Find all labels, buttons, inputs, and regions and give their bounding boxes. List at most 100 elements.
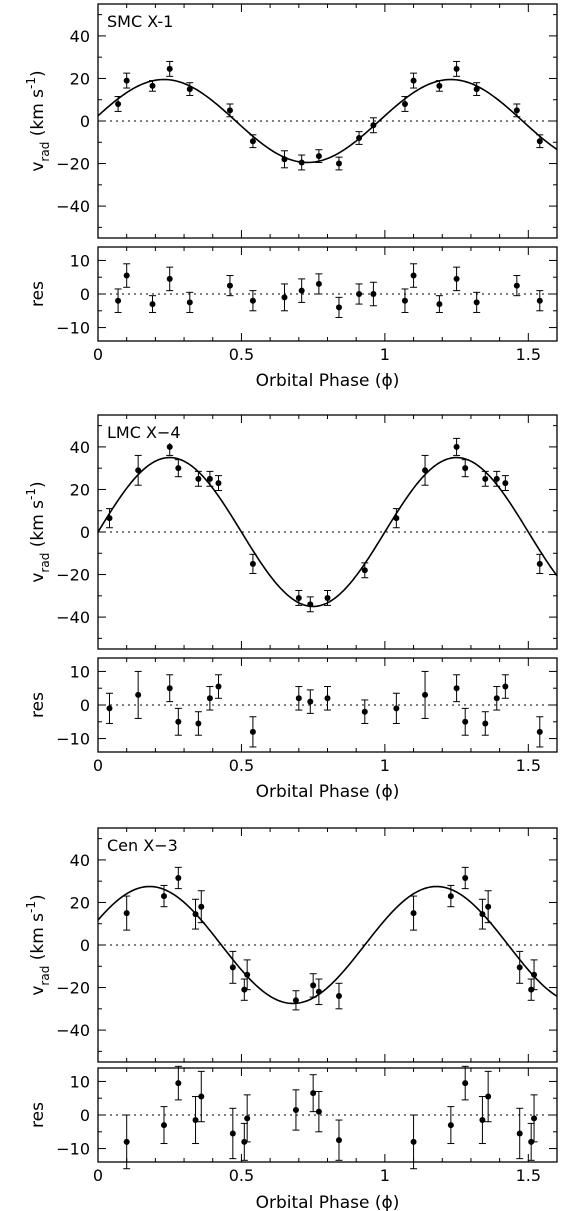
y-ticks-main — [98, 425, 557, 639]
rv-points — [114, 60, 544, 171]
data-point — [453, 275, 460, 282]
data-point — [422, 691, 429, 698]
data-point — [160, 1122, 167, 1129]
data-point — [226, 282, 233, 289]
data-point — [175, 874, 182, 881]
y-tick-label: 0 — [80, 936, 90, 955]
data-point — [229, 964, 236, 971]
x-tick-label: 1 — [380, 1166, 390, 1185]
data-point — [135, 691, 142, 698]
x-tick-label: 0.5 — [229, 345, 254, 364]
x-ticks — [97, 415, 529, 752]
y-tick-label: 0 — [80, 696, 90, 715]
x-tick-label: 0 — [93, 345, 103, 364]
data-point — [536, 560, 543, 567]
data-point — [123, 272, 130, 279]
residual-points — [123, 1065, 538, 1170]
data-point — [410, 910, 417, 917]
data-point — [123, 77, 130, 84]
data-point — [226, 107, 233, 114]
data-point — [215, 480, 222, 487]
data-point — [453, 65, 460, 72]
data-point — [516, 1130, 523, 1137]
y-tick-label: −40 — [56, 608, 90, 627]
data-point — [447, 1122, 454, 1129]
model-curve — [97, 78, 558, 164]
data-point — [215, 683, 222, 690]
x-tick-label: 0.5 — [229, 1166, 254, 1185]
x-tick-label: 0.5 — [229, 756, 254, 775]
data-point — [229, 1130, 236, 1137]
data-point — [115, 100, 122, 107]
data-point — [281, 294, 288, 301]
data-point — [485, 1093, 492, 1100]
residual-points — [105, 670, 544, 748]
y-tick-label: 40 — [70, 851, 90, 870]
data-point — [410, 272, 417, 279]
data-point — [531, 1115, 538, 1122]
data-point — [335, 304, 342, 311]
data-point — [335, 160, 342, 167]
data-point — [462, 465, 469, 472]
y-tick-label: 20 — [70, 69, 90, 88]
y-axis-label-res: res — [28, 281, 48, 307]
data-point — [206, 695, 213, 702]
y-tick-label: 10 — [70, 1072, 90, 1091]
data-point — [249, 297, 256, 304]
data-point — [249, 560, 256, 567]
data-point — [307, 601, 314, 608]
y-tick-label: −10 — [56, 319, 90, 338]
panel-title: SMC X-1 — [107, 12, 173, 31]
y-axis-label-res: res — [28, 692, 48, 718]
x-axis-label: Orbital Phase (ϕ) — [256, 1193, 400, 1211]
y-tick-label: −20 — [56, 155, 90, 174]
data-point — [324, 594, 331, 601]
y-tick-label: −40 — [56, 197, 90, 216]
data-point — [401, 297, 408, 304]
data-point — [315, 153, 322, 160]
data-point — [370, 291, 377, 297]
data-point — [536, 297, 543, 304]
data-point — [473, 86, 480, 93]
x-tick-label: 1.5 — [516, 1166, 541, 1185]
y-tick-label: 10 — [70, 662, 90, 681]
x-axis-label: Orbital Phase (ϕ) — [256, 782, 400, 802]
data-point — [493, 695, 500, 702]
data-point — [166, 275, 173, 282]
model-curve — [97, 885, 558, 1005]
y-axis-label-res: res — [28, 1102, 48, 1128]
data-point — [149, 301, 156, 308]
x-tick-label: 1.5 — [516, 345, 541, 364]
data-point — [356, 291, 363, 297]
data-point — [175, 1080, 182, 1087]
y-tick-label: −40 — [56, 1021, 90, 1040]
data-point — [324, 695, 331, 702]
data-point — [123, 1138, 130, 1145]
x-tick-label: 0 — [93, 756, 103, 775]
x-ticks — [97, 828, 529, 1162]
data-point — [175, 718, 182, 725]
data-point — [123, 910, 130, 917]
data-point — [195, 475, 202, 482]
data-point — [281, 156, 288, 163]
y-ticks-res — [98, 670, 557, 740]
data-point — [479, 911, 486, 918]
data-point — [436, 301, 443, 308]
y-tick-label: 0 — [80, 285, 90, 304]
data-point — [106, 515, 113, 522]
data-point — [192, 911, 199, 918]
rv-points — [123, 866, 538, 1011]
data-point — [166, 685, 173, 692]
y-tick-label: −10 — [56, 1140, 90, 1159]
x-ticks — [97, 4, 529, 341]
x-axis-label: Orbital Phase (ϕ) — [256, 371, 400, 391]
data-point — [462, 718, 469, 725]
data-point — [166, 65, 173, 72]
y-axis-label-main: vrad (km s-1) — [24, 894, 52, 995]
data-point — [436, 82, 443, 89]
y-tick-label: 40 — [70, 438, 90, 457]
